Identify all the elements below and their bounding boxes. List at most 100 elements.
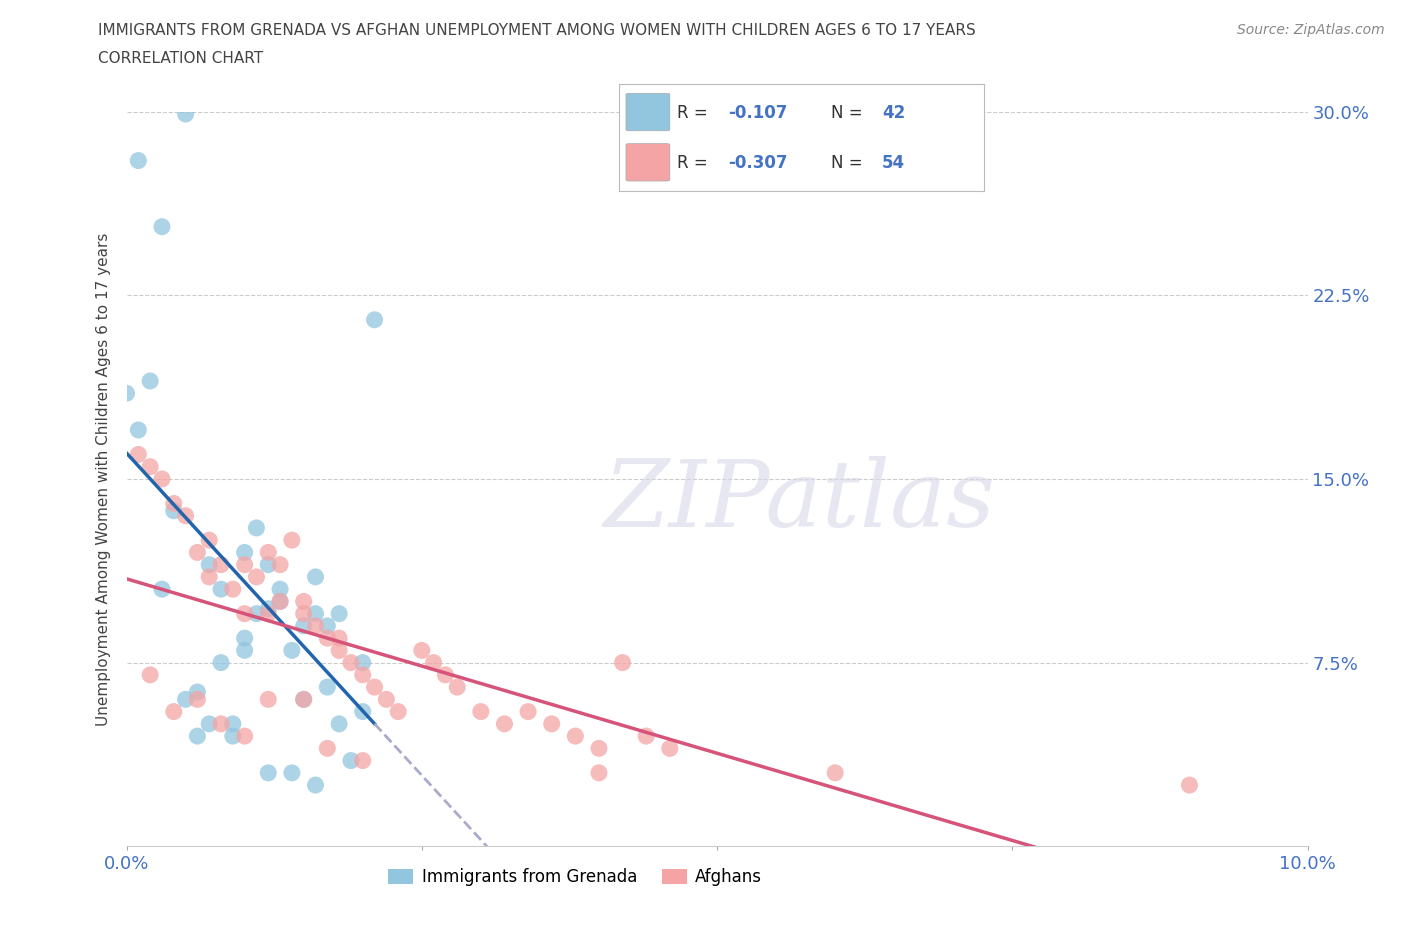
Point [174, 107, 197, 122]
Text: -0.307: -0.307 [728, 153, 787, 172]
Point [257, 606, 280, 621]
Point [233, 606, 256, 621]
Point [1178, 777, 1201, 792]
Point [411, 643, 433, 658]
Point [517, 704, 540, 719]
Text: 54: 54 [882, 153, 905, 172]
Point [209, 716, 232, 731]
Point [257, 545, 280, 560]
Point [292, 606, 315, 621]
Point [588, 741, 610, 756]
Text: -0.107: -0.107 [728, 103, 787, 122]
Point [636, 729, 658, 744]
Point [316, 741, 339, 756]
Point [139, 668, 162, 683]
Point [174, 508, 197, 523]
Point [222, 582, 245, 597]
Point [281, 765, 304, 780]
Point [198, 557, 221, 572]
Point [209, 656, 232, 671]
Point [494, 716, 516, 731]
Point [316, 680, 339, 695]
Point [163, 704, 186, 719]
Point [540, 716, 562, 731]
Point [422, 656, 444, 671]
Point [127, 153, 149, 168]
Point [292, 692, 315, 707]
Point [163, 496, 186, 511]
Point [198, 716, 221, 731]
Point [233, 643, 256, 658]
Point [186, 692, 208, 707]
Point [150, 219, 173, 234]
Point [824, 765, 846, 780]
Point [245, 569, 267, 584]
Point [292, 594, 315, 609]
Point [316, 618, 339, 633]
Point [304, 777, 326, 792]
Point [434, 668, 457, 683]
Point [352, 704, 374, 719]
FancyBboxPatch shape [626, 93, 669, 131]
Point [281, 643, 304, 658]
Point [375, 692, 398, 707]
Point [127, 422, 149, 437]
Point [340, 753, 363, 768]
Point [387, 704, 409, 719]
Text: CORRELATION CHART: CORRELATION CHART [98, 51, 263, 66]
Point [257, 602, 280, 617]
Point [316, 631, 339, 645]
Point [127, 447, 149, 462]
Legend: Immigrants from Grenada, Afghans: Immigrants from Grenada, Afghans [381, 862, 769, 893]
Text: N =: N = [831, 153, 868, 172]
Point [564, 729, 586, 744]
Point [233, 729, 256, 744]
Point [304, 606, 326, 621]
Point [245, 606, 267, 621]
Point [281, 533, 304, 548]
Point [222, 729, 245, 744]
Point [612, 656, 634, 671]
Point [328, 631, 350, 645]
Point [269, 594, 291, 609]
Point [257, 692, 280, 707]
Point [446, 680, 468, 695]
Text: R =: R = [678, 103, 713, 122]
Point [163, 503, 186, 518]
Point [257, 557, 280, 572]
Point [588, 765, 610, 780]
Point [233, 631, 256, 645]
Point [198, 533, 221, 548]
Point [269, 582, 291, 597]
Text: 42: 42 [882, 103, 905, 122]
Point [174, 692, 197, 707]
Point [269, 594, 291, 609]
Point [209, 582, 232, 597]
Point [139, 459, 162, 474]
Point [150, 582, 173, 597]
Point [186, 729, 208, 744]
FancyBboxPatch shape [626, 143, 669, 181]
Text: N =: N = [831, 103, 868, 122]
Point [363, 680, 385, 695]
Point [245, 521, 267, 536]
Text: Source: ZipAtlas.com: Source: ZipAtlas.com [1237, 23, 1385, 37]
Point [139, 374, 162, 389]
Point [269, 557, 291, 572]
Point [340, 656, 363, 671]
Point [233, 545, 256, 560]
Point [292, 692, 315, 707]
Point [658, 741, 681, 756]
Point [115, 386, 138, 401]
Text: ZIPatlas: ZIPatlas [603, 456, 995, 546]
Point [352, 656, 374, 671]
Point [328, 643, 350, 658]
Point [328, 716, 350, 731]
Text: R =: R = [678, 153, 713, 172]
Point [150, 472, 173, 486]
Point [304, 618, 326, 633]
Point [233, 557, 256, 572]
Point [328, 606, 350, 621]
Point [363, 312, 385, 327]
Point [352, 668, 374, 683]
